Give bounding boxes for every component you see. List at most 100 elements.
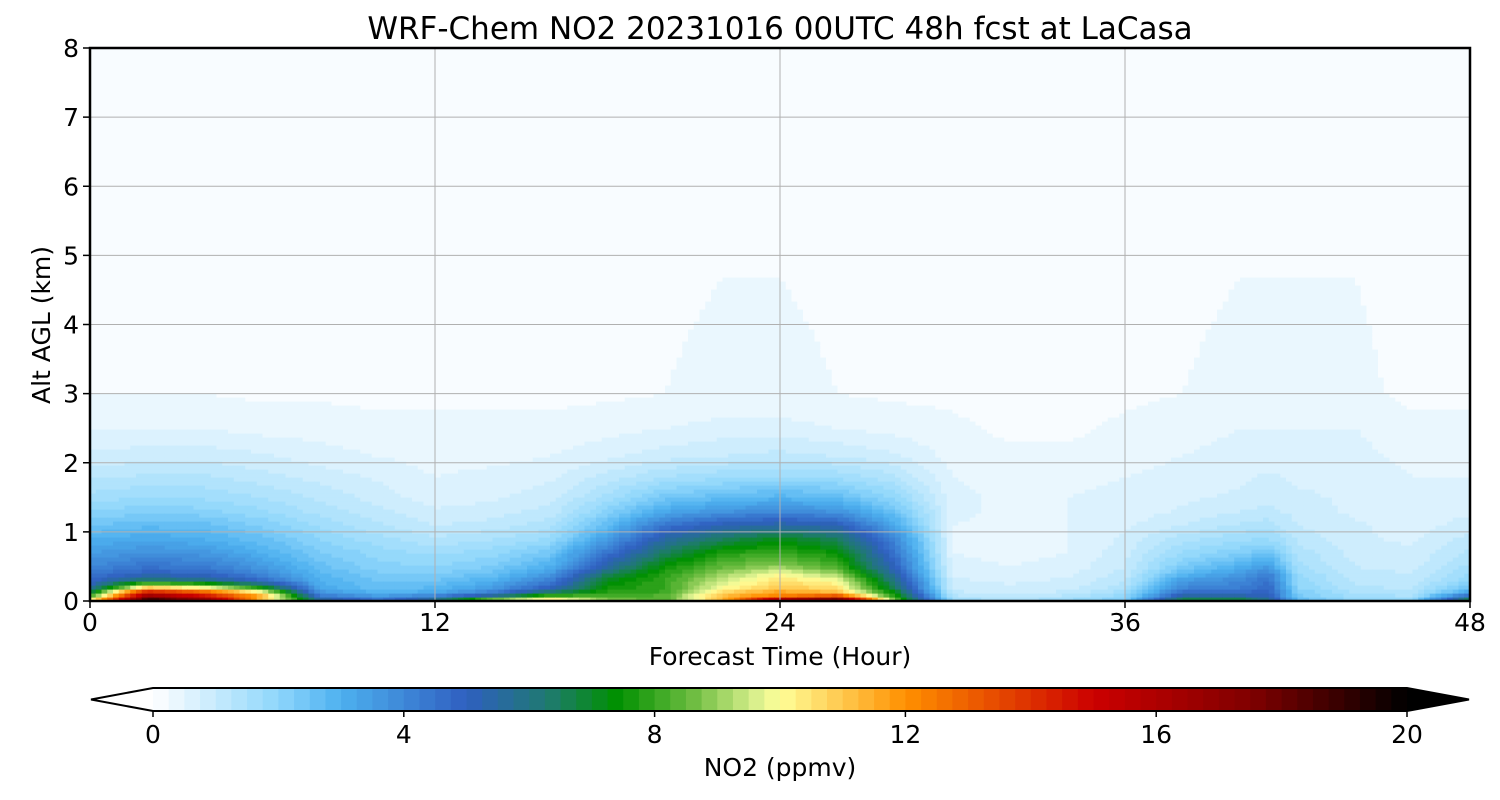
heatmap-cell xyxy=(164,273,172,278)
heatmap-cell xyxy=(141,533,149,538)
heatmap-cell xyxy=(193,49,200,54)
heatmap-cell xyxy=(153,357,160,362)
heatmap-cell xyxy=(147,69,154,74)
heatmap-cell xyxy=(107,293,114,298)
heatmap-cell xyxy=(101,269,108,274)
heatmap-cell xyxy=(199,237,206,242)
heatmap-cell xyxy=(210,573,218,578)
heatmap-cell xyxy=(159,437,166,442)
heatmap-cell xyxy=(176,481,183,486)
heatmap-cell xyxy=(256,421,264,426)
heatmap-cell xyxy=(233,125,241,130)
heatmap-cell xyxy=(251,157,258,162)
heatmap-cell xyxy=(113,357,120,362)
heatmap-cell xyxy=(141,73,149,78)
heatmap-cell xyxy=(164,261,172,266)
heatmap-cell xyxy=(170,553,177,558)
heatmap-cell xyxy=(205,197,212,202)
heatmap-cell xyxy=(118,589,126,594)
heatmap-cell xyxy=(210,473,218,478)
heatmap-cell xyxy=(233,201,241,206)
heatmap-cell xyxy=(262,197,269,202)
heatmap-cell xyxy=(153,381,160,386)
heatmap-cell xyxy=(216,541,223,546)
heatmap-cell xyxy=(90,593,97,598)
heatmap-cell xyxy=(164,105,172,110)
heatmap-cell xyxy=(205,521,212,526)
heatmap-cell xyxy=(274,373,281,378)
heatmap-cell xyxy=(101,353,108,358)
heatmap-cell xyxy=(95,449,103,454)
heatmap-cell xyxy=(210,421,218,426)
heatmap-cell xyxy=(170,557,177,562)
heatmap-cell xyxy=(274,281,281,286)
heatmap-cell xyxy=(170,277,177,282)
heatmap-cell xyxy=(182,149,189,154)
heatmap-cell xyxy=(176,365,183,370)
heatmap-cell xyxy=(262,73,269,78)
heatmap-cell xyxy=(205,421,212,426)
heatmap-cell xyxy=(233,365,241,370)
heatmap-cell xyxy=(95,73,103,78)
heatmap-cell xyxy=(124,77,131,82)
heatmap-cell xyxy=(141,565,149,570)
heatmap-cell xyxy=(141,129,149,134)
heatmap-cell xyxy=(228,97,235,102)
heatmap-cell xyxy=(124,577,131,582)
heatmap-cell xyxy=(268,421,275,426)
heatmap-cell xyxy=(205,121,212,126)
heatmap-cell xyxy=(187,245,195,250)
heatmap-cell xyxy=(291,133,298,138)
heatmap-cell xyxy=(164,589,172,594)
heatmap-cell xyxy=(199,449,206,454)
heatmap-cell xyxy=(222,425,229,430)
heatmap-cell xyxy=(274,65,281,70)
heatmap-cell xyxy=(205,389,212,394)
heatmap-cell xyxy=(274,245,281,250)
heatmap-cell xyxy=(113,405,120,410)
heatmap-cell xyxy=(222,149,229,154)
heatmap-cell xyxy=(187,393,195,398)
heatmap-cell xyxy=(279,385,287,390)
heatmap-cell xyxy=(187,537,195,542)
heatmap-cell xyxy=(182,281,189,286)
heatmap-cell xyxy=(239,521,246,526)
heatmap-cell xyxy=(187,485,195,490)
heatmap-cell xyxy=(274,225,281,230)
heatmap-cell xyxy=(199,401,206,406)
heatmap-cell xyxy=(153,153,160,158)
heatmap-cell xyxy=(124,433,131,438)
heatmap-cell xyxy=(118,201,126,206)
heatmap-cell xyxy=(245,513,252,518)
heatmap-cell xyxy=(233,133,241,138)
heatmap-cell xyxy=(90,561,97,566)
heatmap-cell xyxy=(182,325,189,330)
heatmap-cell xyxy=(291,361,298,366)
heatmap-cell xyxy=(130,121,137,126)
heatmap-cell xyxy=(107,281,114,286)
heatmap-cell xyxy=(222,181,229,186)
heatmap-cell xyxy=(245,269,252,274)
heatmap-cell xyxy=(239,185,246,190)
heatmap-cell xyxy=(222,557,229,562)
heatmap-cell xyxy=(291,425,298,430)
heatmap-cell xyxy=(193,577,200,582)
heatmap-cell xyxy=(279,485,287,490)
heatmap-cell xyxy=(101,501,108,506)
heatmap-cell xyxy=(187,121,195,126)
heatmap-cell xyxy=(274,277,281,282)
heatmap-cell xyxy=(256,561,264,566)
heatmap-cell xyxy=(153,393,160,398)
heatmap-cell xyxy=(141,585,149,590)
heatmap-cell xyxy=(164,121,172,126)
heatmap-cell xyxy=(130,381,137,386)
heatmap-cell xyxy=(291,277,298,282)
heatmap-cell xyxy=(199,177,206,182)
heatmap-cell xyxy=(216,113,223,118)
heatmap-cell xyxy=(113,145,120,150)
heatmap-cell xyxy=(205,129,212,134)
heatmap-cell xyxy=(285,197,292,202)
heatmap-cell xyxy=(118,525,126,530)
heatmap-cell xyxy=(228,377,235,382)
heatmap-cell xyxy=(159,305,166,310)
